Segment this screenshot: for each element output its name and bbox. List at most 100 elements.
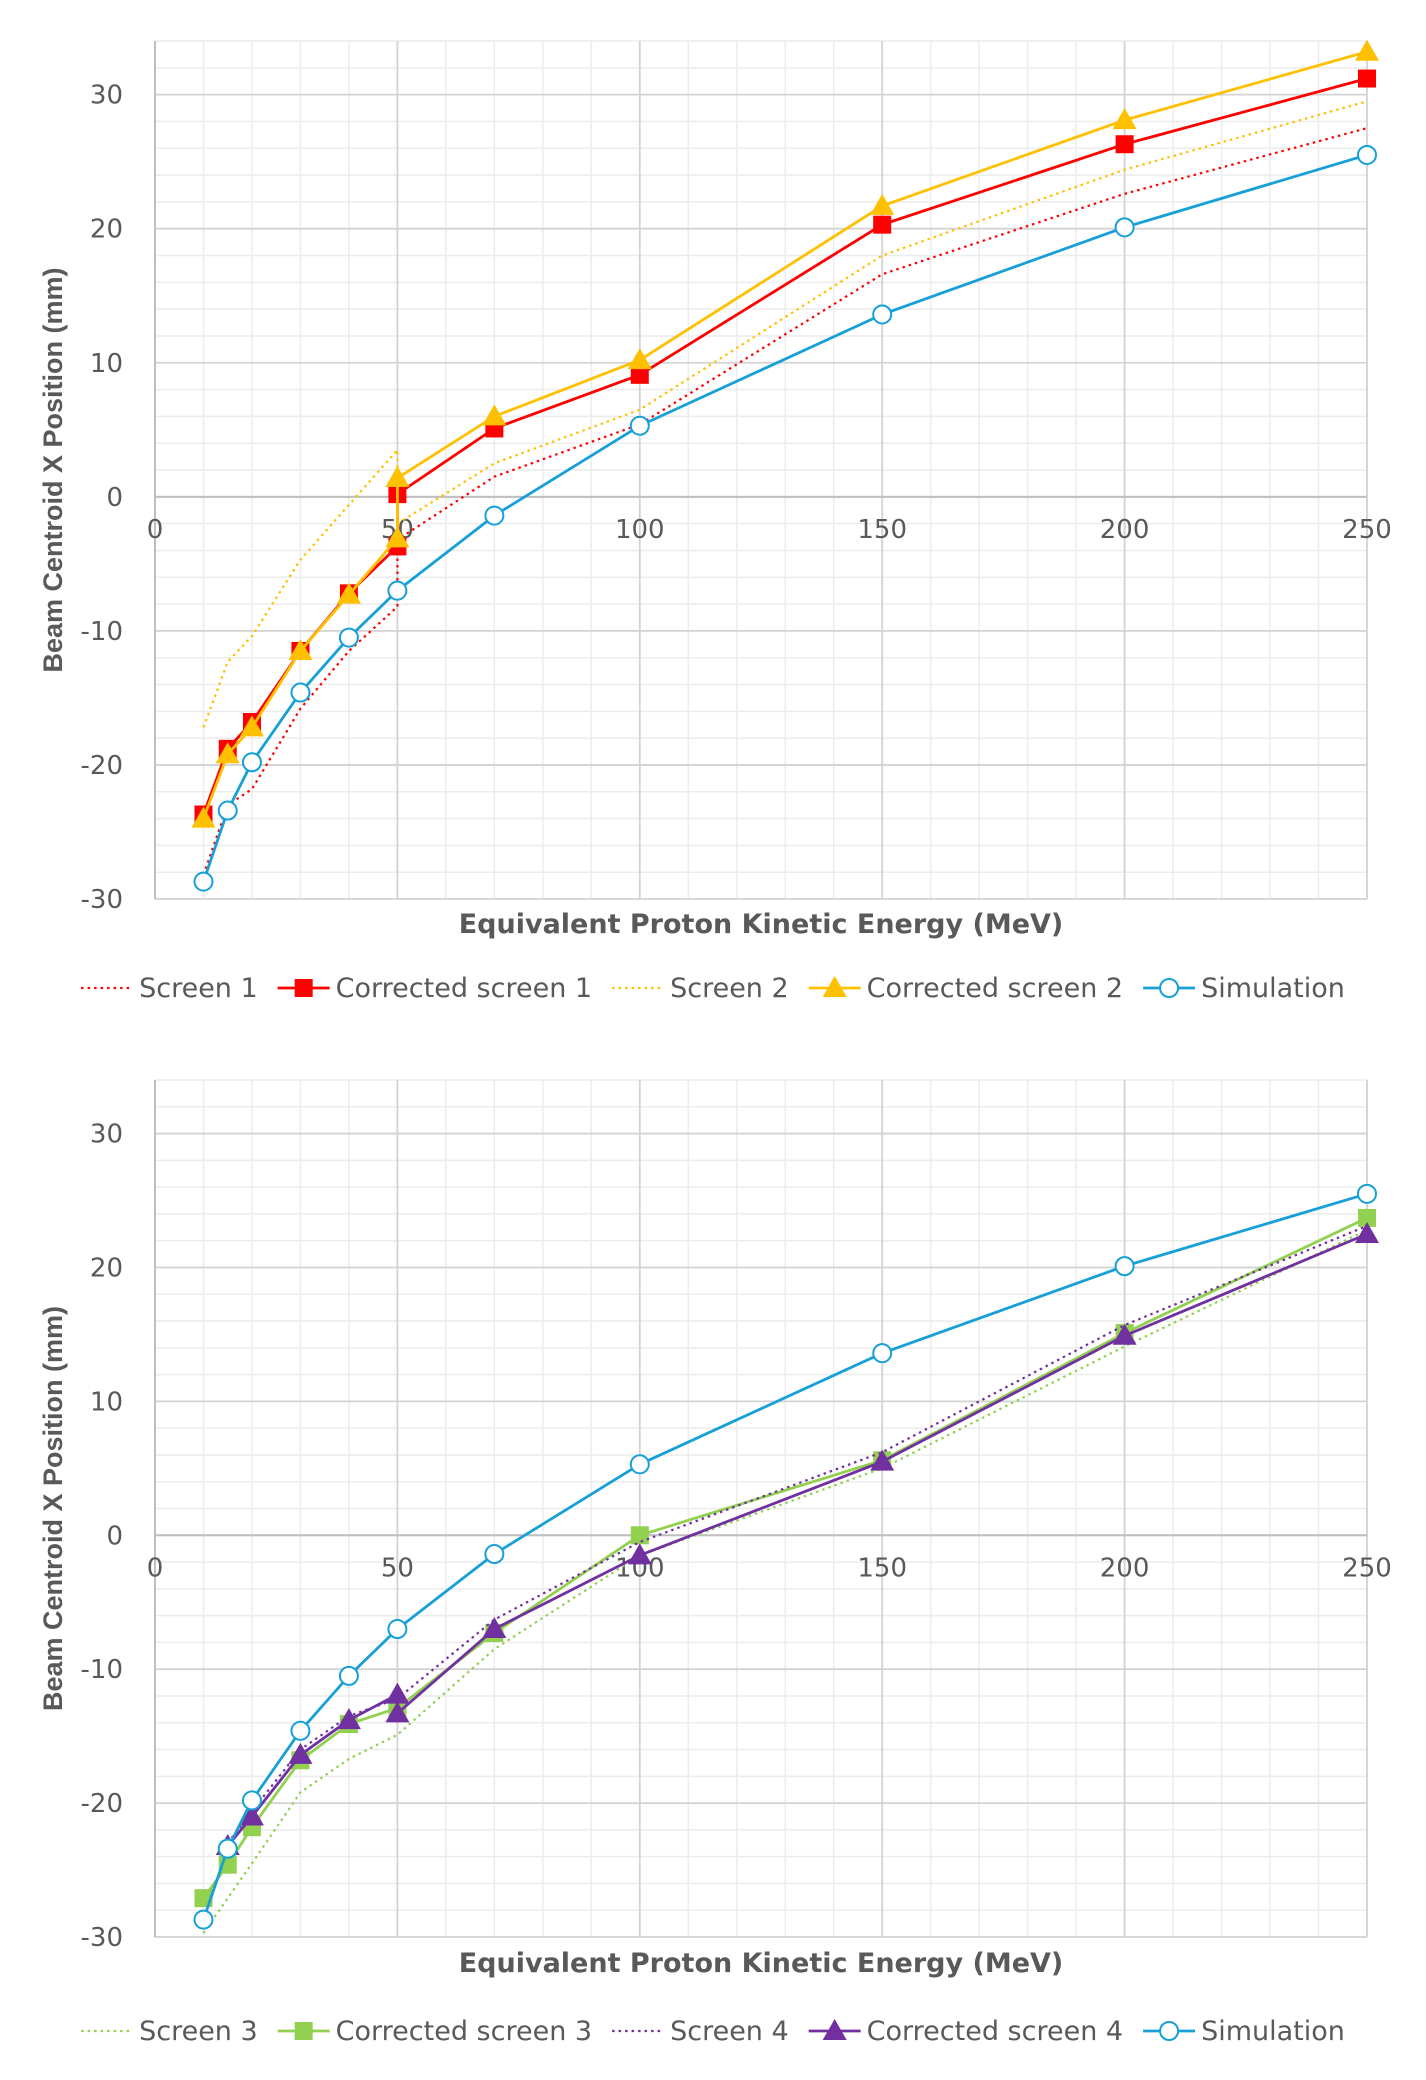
y-tick-label: -10 — [81, 1655, 123, 1685]
data-point — [338, 627, 359, 648]
legend-item: Screen 1 — [81, 973, 258, 1004]
series-corrected-screen-2 — [191, 39, 1379, 828]
legend: Screen 3 Corrected screen 3 Screen 4 Correc… — [81, 2016, 1345, 2047]
data-point — [1112, 108, 1137, 130]
data-point — [1355, 1221, 1379, 1243]
data-point — [387, 1619, 408, 1640]
data-point — [630, 365, 649, 384]
legend-item: Screen 3 — [81, 2016, 258, 2047]
x-tick-label: 200 — [1100, 515, 1150, 545]
y-tick-label: 20 — [90, 215, 123, 245]
legend-label: Screen 1 — [139, 973, 258, 1004]
y-tick-label: -10 — [81, 617, 123, 647]
legend: Screen 1 Corrected screen 1 Screen 2 Correc… — [81, 973, 1345, 1004]
data-point — [1355, 39, 1379, 61]
legend-marker — [294, 979, 313, 997]
x-tick-label: 50 — [381, 1553, 414, 1583]
y-tick-label: -20 — [81, 751, 123, 781]
data-point — [290, 1720, 311, 1741]
y-axis-title: Beam Centroid X Position (mm) — [38, 1306, 68, 1711]
legend-label: Simulation — [1201, 973, 1345, 1004]
legend-label: Screen 4 — [670, 2016, 789, 2047]
data-point — [482, 1617, 507, 1639]
y-tick-label: 10 — [90, 1387, 123, 1417]
legend-item: Corrected screen 3 — [277, 2016, 592, 2047]
legend-label: Corrected screen 2 — [867, 973, 1123, 1004]
data-point — [215, 742, 240, 764]
data-point — [288, 638, 313, 660]
series-corrected-screen-4 — [215, 1221, 1379, 1855]
legend-label: Screen 3 — [139, 2016, 258, 2047]
legend-item: Corrected screen 2 — [808, 973, 1123, 1004]
data-point — [630, 1526, 649, 1545]
series-line — [226, 1232, 1368, 1847]
series-screen-4 — [226, 1224, 1368, 1844]
legend-marker — [1159, 2021, 1180, 2041]
data-point — [241, 752, 262, 773]
x-tick-label: 150 — [857, 1553, 907, 1583]
data-point — [193, 871, 214, 892]
data-point — [872, 1343, 893, 1364]
legend-item: Corrected screen 1 — [277, 973, 592, 1004]
data-point — [241, 1790, 262, 1811]
data-point — [387, 580, 408, 601]
legend-label: Simulation — [1201, 2016, 1345, 2047]
data-point — [1357, 144, 1377, 165]
data-point — [217, 800, 238, 821]
legend-item: Corrected screen 4 — [808, 2016, 1123, 2047]
legend-label: Corrected screen 3 — [336, 2016, 592, 2047]
legend-label: Screen 2 — [670, 973, 789, 1004]
y-tick-label: 0 — [106, 1521, 123, 1551]
data-point — [870, 1449, 895, 1471]
legend-label: Corrected screen 4 — [867, 2016, 1123, 2047]
data-point — [385, 1682, 410, 1704]
x-tick-label: 0 — [147, 1553, 164, 1583]
y-tick-label: 20 — [90, 1253, 123, 1283]
data-point — [1114, 1256, 1135, 1277]
y-tick-label: -30 — [81, 885, 123, 915]
chart-1: 050100150200250-30-20-100102030Equivalen… — [38, 39, 1392, 1004]
data-point — [1358, 1208, 1376, 1227]
x-tick-label: 250 — [1342, 1553, 1392, 1583]
data-point — [239, 715, 264, 737]
data-point — [870, 193, 895, 215]
data-point — [484, 505, 505, 526]
data-point — [336, 1708, 361, 1730]
y-tick-label: 0 — [106, 483, 123, 513]
series-simulation — [193, 144, 1377, 892]
data-point — [193, 1909, 214, 1930]
data-point — [482, 404, 507, 426]
legend-label: Corrected screen 1 — [336, 973, 592, 1004]
x-tick-label: 150 — [857, 515, 907, 545]
data-point — [1358, 69, 1376, 88]
legend-marker — [822, 976, 847, 997]
data-point — [217, 1838, 238, 1859]
y-tick-label: -20 — [81, 1789, 123, 1819]
data-point — [1115, 135, 1134, 154]
x-tick-label: 100 — [615, 515, 665, 545]
chart-2: 0 50 100 150 200 250-30-20-100102030Equivalen… — [38, 1079, 1392, 2047]
x-tick-label: 200 — [1100, 1553, 1150, 1583]
data-point — [872, 304, 893, 325]
data-point — [385, 526, 410, 548]
data-point — [627, 1543, 652, 1565]
legend-item: Simulation — [1143, 973, 1345, 1004]
x-tick-label: 0 — [147, 515, 164, 545]
data-point — [1357, 1183, 1377, 1204]
data-point — [629, 1454, 650, 1475]
y-tick-label: 30 — [90, 81, 123, 111]
legend-marker — [1159, 978, 1180, 998]
data-point — [1112, 1323, 1137, 1345]
data-point — [191, 806, 216, 828]
series-line — [226, 1224, 1368, 1844]
y-tick-label: 30 — [90, 1120, 123, 1150]
data-point — [385, 466, 410, 488]
series-screen-1 — [202, 127, 1368, 876]
x-tick-label: 250 — [1342, 515, 1392, 545]
data-point — [873, 215, 892, 234]
data-point — [484, 1544, 505, 1565]
legend-item: Screen 2 — [612, 973, 789, 1004]
data-point — [385, 1701, 410, 1723]
data-point — [239, 1804, 264, 1826]
x-axis-title: Equivalent Proton Kinetic Energy (MeV) — [459, 1948, 1064, 1979]
